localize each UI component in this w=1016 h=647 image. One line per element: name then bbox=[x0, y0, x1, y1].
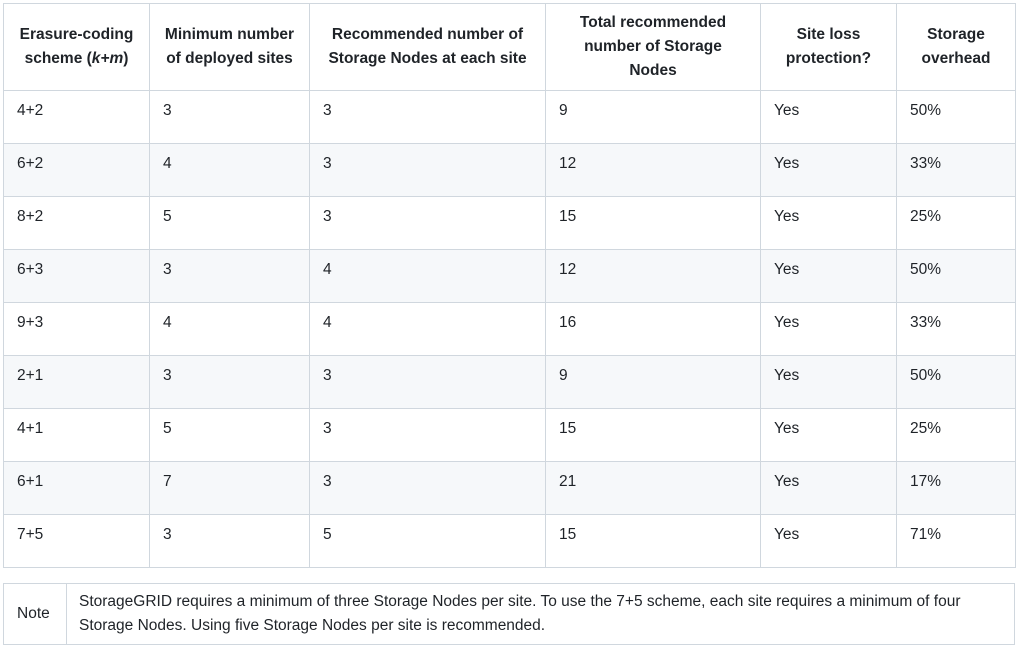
cell-scheme: 6+3 bbox=[3, 249, 150, 303]
cell-scheme: 4+1 bbox=[3, 408, 150, 462]
cell-total-nodes: 15 bbox=[545, 408, 761, 462]
cell-site-loss: Yes bbox=[760, 302, 897, 356]
cell-scheme: 8+2 bbox=[3, 196, 150, 250]
cell-scheme: 7+5 bbox=[3, 514, 150, 568]
note-label: Note bbox=[3, 583, 67, 645]
cell-overhead: 50% bbox=[896, 355, 1016, 409]
cell-overhead: 50% bbox=[896, 90, 1016, 144]
cell-site-loss: Yes bbox=[760, 461, 897, 515]
table-row: 8+2 5 3 15 Yes 25% bbox=[3, 196, 1016, 250]
table-body: 4+2 3 3 9 Yes 50% 6+2 4 3 12 Yes 33% 8+2… bbox=[3, 90, 1016, 568]
table-row: 6+3 3 4 12 Yes 50% bbox=[3, 249, 1016, 303]
cell-total-nodes: 15 bbox=[545, 196, 761, 250]
erasure-coding-table: Erasure-coding scheme (k+m) Minimum numb… bbox=[3, 3, 1016, 568]
cell-site-loss: Yes bbox=[760, 355, 897, 409]
cell-overhead: 33% bbox=[896, 143, 1016, 197]
cell-nodes-per-site: 3 bbox=[309, 196, 546, 250]
table-row: 6+2 4 3 12 Yes 33% bbox=[3, 143, 1016, 197]
table-row: 6+1 7 3 21 Yes 17% bbox=[3, 461, 1016, 515]
header-overhead: Storage overhead bbox=[896, 3, 1016, 91]
header-scheme-km: k+m bbox=[91, 50, 124, 67]
table-row: 4+2 3 3 9 Yes 50% bbox=[3, 90, 1016, 144]
table-row: 4+1 5 3 15 Yes 25% bbox=[3, 408, 1016, 462]
cell-min-sites: 3 bbox=[149, 249, 310, 303]
cell-nodes-per-site: 4 bbox=[309, 302, 546, 356]
cell-min-sites: 4 bbox=[149, 302, 310, 356]
cell-nodes-per-site: 3 bbox=[309, 355, 546, 409]
cell-total-nodes: 12 bbox=[545, 143, 761, 197]
header-min-sites: Minimum number of deployed sites bbox=[149, 3, 310, 91]
cell-site-loss: Yes bbox=[760, 90, 897, 144]
header-nodes-per-site: Recommended number of Storage Nodes at e… bbox=[309, 3, 546, 91]
cell-min-sites: 7 bbox=[149, 461, 310, 515]
table-row: 9+3 4 4 16 Yes 33% bbox=[3, 302, 1016, 356]
table-header: Erasure-coding scheme (k+m) Minimum numb… bbox=[3, 3, 1016, 91]
cell-overhead: 50% bbox=[896, 249, 1016, 303]
cell-total-nodes: 21 bbox=[545, 461, 761, 515]
cell-nodes-per-site: 4 bbox=[309, 249, 546, 303]
cell-nodes-per-site: 3 bbox=[309, 143, 546, 197]
cell-min-sites: 3 bbox=[149, 90, 310, 144]
header-total-nodes: Total recommended number of Storage Node… bbox=[545, 3, 761, 91]
cell-min-sites: 3 bbox=[149, 514, 310, 568]
note-text: StorageGRID requires a minimum of three … bbox=[66, 583, 1015, 645]
cell-min-sites: 4 bbox=[149, 143, 310, 197]
cell-scheme: 6+2 bbox=[3, 143, 150, 197]
header-site-loss: Site loss protection? bbox=[760, 3, 897, 91]
cell-total-nodes: 9 bbox=[545, 90, 761, 144]
header-scheme: Erasure-coding scheme (k+m) bbox=[3, 3, 150, 91]
cell-scheme: 2+1 bbox=[3, 355, 150, 409]
cell-site-loss: Yes bbox=[760, 408, 897, 462]
cell-nodes-per-site: 5 bbox=[309, 514, 546, 568]
cell-overhead: 33% bbox=[896, 302, 1016, 356]
cell-site-loss: Yes bbox=[760, 514, 897, 568]
cell-nodes-per-site: 3 bbox=[309, 461, 546, 515]
note-row: Note StorageGRID requires a minimum of t… bbox=[3, 583, 1015, 645]
cell-nodes-per-site: 3 bbox=[309, 408, 546, 462]
cell-site-loss: Yes bbox=[760, 249, 897, 303]
cell-scheme: 4+2 bbox=[3, 90, 150, 144]
table-row: 7+5 3 5 15 Yes 71% bbox=[3, 514, 1016, 568]
cell-min-sites: 3 bbox=[149, 355, 310, 409]
cell-overhead: 25% bbox=[896, 196, 1016, 250]
cell-site-loss: Yes bbox=[760, 143, 897, 197]
cell-total-nodes: 15 bbox=[545, 514, 761, 568]
cell-total-nodes: 16 bbox=[545, 302, 761, 356]
cell-total-nodes: 9 bbox=[545, 355, 761, 409]
note-box: Note StorageGRID requires a minimum of t… bbox=[3, 583, 1015, 645]
cell-site-loss: Yes bbox=[760, 196, 897, 250]
table-row: 2+1 3 3 9 Yes 50% bbox=[3, 355, 1016, 409]
cell-overhead: 17% bbox=[896, 461, 1016, 515]
cell-min-sites: 5 bbox=[149, 196, 310, 250]
cell-overhead: 25% bbox=[896, 408, 1016, 462]
cell-scheme: 9+3 bbox=[3, 302, 150, 356]
cell-nodes-per-site: 3 bbox=[309, 90, 546, 144]
header-row: Erasure-coding scheme (k+m) Minimum numb… bbox=[3, 3, 1016, 91]
cell-total-nodes: 12 bbox=[545, 249, 761, 303]
cell-overhead: 71% bbox=[896, 514, 1016, 568]
cell-scheme: 6+1 bbox=[3, 461, 150, 515]
cell-min-sites: 5 bbox=[149, 408, 310, 462]
